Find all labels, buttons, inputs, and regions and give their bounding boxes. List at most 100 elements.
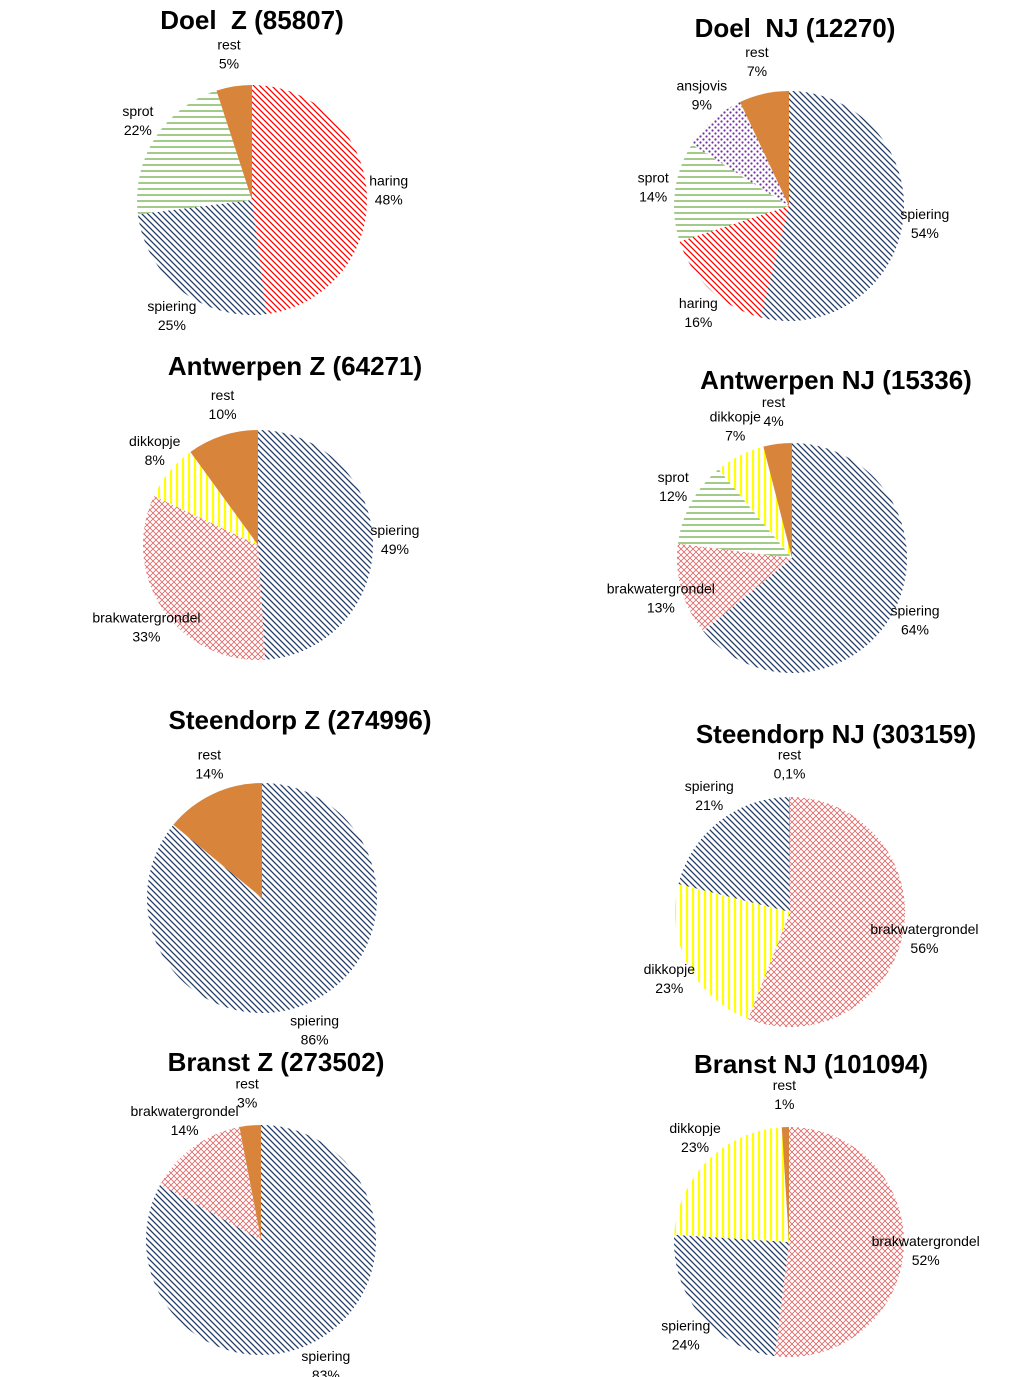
slice-label: spiering [370,522,419,538]
pie-slice [781,1127,789,1242]
chart-title: Doel NJ (12270) [695,13,896,43]
slice-value: 0,1% [774,766,806,782]
pie-slice [760,91,905,322]
slice-label: dikkopje [644,961,696,977]
pie-slice [675,883,790,1020]
slice-value: 56% [910,940,938,956]
slice-value: 25% [158,317,186,333]
slice-value: 16% [684,314,712,330]
slice-label: haring [679,295,718,311]
pie-slice [153,451,258,545]
pie-slice [673,144,789,242]
slice-label: spiering [661,1317,710,1333]
pie-slice [789,797,790,912]
chart-title: Steendorp NJ (303159) [696,719,976,749]
slice-label: brakwatergrondel [870,921,978,937]
chart-title: Antwerpen Z (64271) [168,351,422,381]
slice-label: spiering [301,1348,350,1364]
slice-value: 22% [124,122,152,138]
pie-slice [145,1125,376,1355]
slice-value: 64% [901,621,929,637]
slice-value: 83% [312,1367,340,1377]
slice-label: rest [235,1075,258,1091]
slice-value: 52% [912,1252,940,1268]
pie-slice [774,1127,905,1357]
slice-value: 7% [747,63,767,79]
slice-value: 33% [132,628,160,644]
pie-slice [674,1127,789,1242]
pie-slice [748,797,906,1027]
slice-value: 10% [209,406,237,422]
slice-value: 5% [219,56,239,72]
pie-slice [258,430,373,660]
pie-slice [146,783,377,1013]
pie-slice [216,85,252,200]
pie-slice [173,783,262,898]
pie-slice [718,446,792,558]
slice-label: rest [778,747,801,763]
slice-label: rest [745,44,768,60]
pie-slice [679,206,789,318]
slice-label: spiering [147,298,196,314]
slice-value: 12% [659,488,687,504]
slice-label: ansjovis [676,77,727,93]
slice-value: 13% [647,600,675,616]
slice-value: 14% [195,766,223,782]
slice-label: spiering [685,778,734,794]
slice-value: 4% [763,413,783,429]
pie-slice [703,443,907,673]
slice-value: 86% [301,1032,329,1048]
pie-slice [673,1234,789,1357]
slice-value: 23% [681,1139,709,1155]
slice-value: 54% [911,225,939,241]
pie-slice [677,469,792,558]
slice-label: brakwatergrondel [92,609,200,625]
pie-slice [740,91,789,206]
chart-title: Antwerpen NJ (15336) [700,365,972,395]
pie-slice [691,101,789,206]
pie-slice [678,797,790,912]
slice-value: 7% [725,428,745,444]
slice-label: spiering [890,602,939,618]
slice-value: 21% [695,797,723,813]
slice-value: 24% [672,1336,700,1352]
slice-label: dikkopje [710,409,762,425]
chart-title: Branst Z (273502) [168,1047,385,1077]
pie-slice [142,496,266,660]
slice-value: 9% [692,96,712,112]
slice-label: rest [211,387,234,403]
pie-slice [763,443,792,558]
slice-value: 23% [655,980,683,996]
pie-slice [190,430,258,545]
chart-title: Doel Z (85807) [160,5,344,35]
slice-value: 49% [381,541,409,557]
slice-label: brakwatergrondel [131,1103,239,1119]
slice-label: brakwatergrondel [607,581,715,597]
slice-label: sprot [658,469,689,485]
slice-label: spiering [900,206,949,222]
pie-slice [252,85,367,315]
chart-title: Branst NJ (101094) [694,1049,928,1079]
slice-label: dikkopje [129,433,181,449]
slice-label: sprot [122,103,153,119]
slice-label: sprot [638,169,669,185]
slice-label: rest [773,1077,796,1093]
pie-slice [160,1127,261,1240]
slice-value: 8% [145,452,165,468]
slice-value: 3% [237,1094,257,1110]
slice-value: 48% [375,191,403,207]
slice-value: 14% [639,188,667,204]
slice-value: 1% [774,1096,794,1112]
slice-label: rest [762,394,785,410]
pie-slice [137,200,267,315]
slice-label: haring [369,172,408,188]
chart-title: Steendorp Z (274996) [169,705,432,735]
slice-label: brakwatergrondel [872,1233,980,1249]
slice-value: 14% [171,1122,199,1138]
slice-label: rest [198,747,221,763]
pie-slice [677,543,792,632]
slice-label: dikkopje [669,1120,721,1136]
pie-slice [239,1125,261,1240]
